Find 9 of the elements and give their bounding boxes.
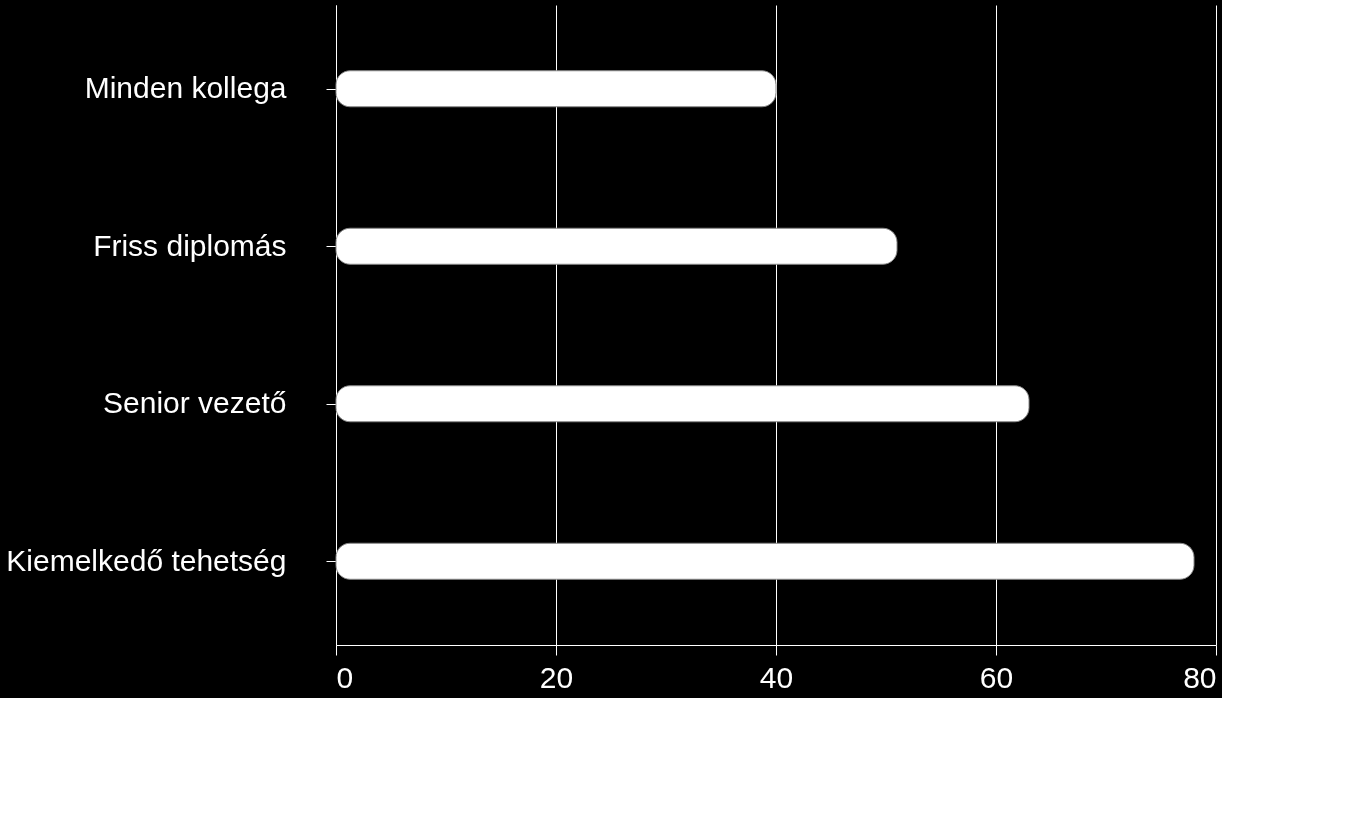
x-tick-label: 20	[539, 660, 574, 694]
y-tick-label: Senior vezető	[103, 386, 287, 420]
y-tick-label: Friss diplomás	[93, 228, 287, 262]
x-tick-label: 80	[1183, 660, 1217, 694]
y-tick-label: Minden kollega	[84, 71, 287, 105]
x-tick-label: 60	[979, 660, 1014, 694]
x-tick-label: 0	[336, 660, 354, 694]
y-tick-label: Kiemelkedő tehetség	[6, 543, 287, 577]
x-tick-label: 40	[759, 660, 794, 694]
